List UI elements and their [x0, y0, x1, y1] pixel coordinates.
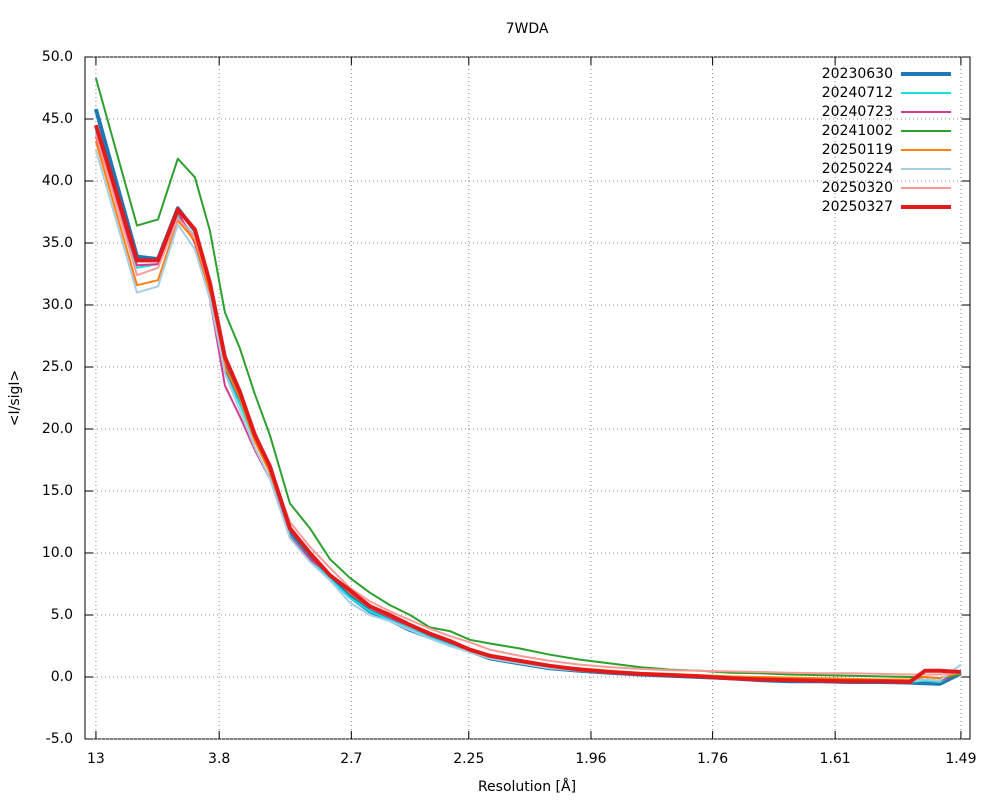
legend-label: 20250224 — [822, 161, 893, 177]
y-tick-label: 10.0 — [42, 545, 73, 561]
legend-label: 20250320 — [822, 180, 893, 196]
x-tick-label: 2.7 — [340, 751, 362, 767]
y-tick-label: 35.0 — [42, 235, 73, 251]
legend-label: 20241002 — [822, 123, 893, 139]
legend-label: 20250119 — [822, 142, 893, 158]
x-tick-label: 1.61 — [820, 751, 851, 767]
x-tick-label: 13 — [87, 751, 105, 767]
y-tick-label: 45.0 — [42, 111, 73, 127]
y-tick-label: -5.0 — [46, 731, 73, 747]
y-tick-label: 25.0 — [42, 359, 73, 375]
y-tick-label: 30.0 — [42, 297, 73, 313]
y-tick-label: 0.0 — [51, 669, 73, 685]
legend-label: 20240712 — [822, 85, 893, 101]
chart-title: 7WDA — [506, 21, 549, 37]
series-line — [94, 149, 962, 683]
x-tick-label: 1.49 — [945, 751, 976, 767]
y-tick-label: 20.0 — [42, 421, 73, 437]
series-line — [93, 124, 962, 684]
y-axis-label: <I/sigI> — [7, 370, 23, 427]
x-axis-label: Resolution [Å] — [478, 778, 576, 795]
plot-frame — [84, 56, 971, 740]
x-tick-label: 1.76 — [697, 751, 728, 767]
y-tick-label: 50.0 — [42, 49, 73, 65]
y-tick-label: 5.0 — [51, 607, 73, 623]
series-line — [94, 141, 962, 681]
y-tick-label: 15.0 — [42, 483, 73, 499]
legend-label: 20240723 — [822, 104, 893, 120]
x-tick-label: 3.8 — [208, 751, 230, 767]
legend-label: 20230630 — [822, 66, 893, 82]
series-line — [94, 136, 962, 682]
y-tick-label: 40.0 — [42, 173, 73, 189]
x-tick-label: 2.25 — [453, 751, 484, 767]
x-tick-label: 1.96 — [575, 751, 606, 767]
legend-label: 20250327 — [822, 199, 893, 215]
series-line — [94, 77, 962, 680]
